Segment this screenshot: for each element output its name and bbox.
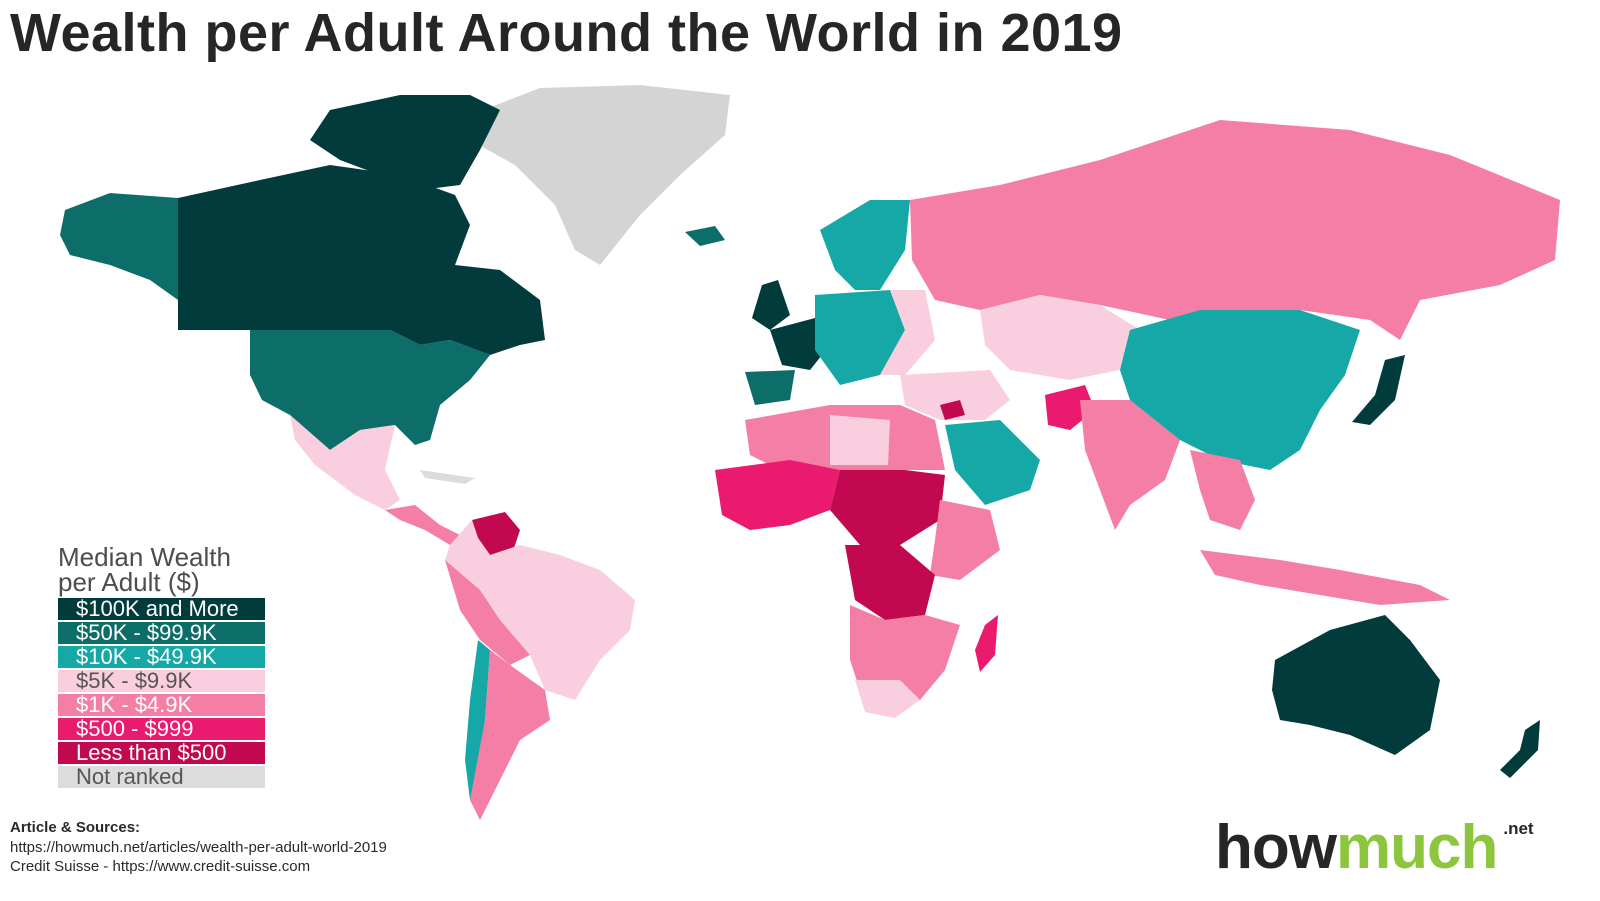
region-mexico [290,415,400,510]
region-congo [845,545,935,620]
brand-net: .net [1503,819,1534,838]
region-southeast-asia [1190,450,1255,530]
region-cuba [420,470,475,484]
region-peru-bolivia [445,560,530,665]
region-iceland [685,226,725,246]
region-alaska [60,193,178,300]
region-sahel [830,470,945,545]
brand-how: how [1215,813,1337,882]
legend-item: $100K and More [58,598,265,620]
region-madagascar [975,615,998,672]
region-greenland [470,85,730,265]
legend-title-line1: Median Wealth [58,542,231,572]
world-map [60,85,1560,820]
region-indonesia [1200,550,1450,605]
region-canada-arctic [310,95,500,190]
region-china [1120,310,1360,470]
legend-item: $10K - $49.9K [58,646,265,668]
region-chile [465,640,490,800]
region-russia [910,120,1560,340]
region-argentina [470,650,550,820]
brand-much: much [1335,813,1498,882]
legend: Median Wealth per Adult ($) $100K and Mo… [58,542,273,790]
region-middle-east [900,370,1010,420]
legend-item: $50K - $99.9K [58,622,265,644]
region-uk [752,280,790,330]
region-scandinavia [820,200,910,290]
legend-item: $1K - $4.9K [58,694,265,716]
region-eastern-europe [880,290,935,375]
region-west-africa [715,460,840,530]
region-japan [1352,355,1405,425]
region-central-europe [815,290,905,385]
legend-item: $500 - $999 [58,718,265,740]
sources-credit-link[interactable]: Credit Suisse - https://www.credit-suiss… [10,858,311,875]
sources-article-link[interactable]: https://howmuch.net/articles/wealth-per-… [10,838,387,856]
region-new-zealand [1500,720,1540,778]
legend-item: Not ranked [58,766,265,788]
region-canada [178,165,545,355]
region-brazil [480,545,635,700]
region-australia [1272,615,1440,755]
legend-title: Median Wealth per Adult ($) [58,542,273,597]
region-iberia [745,370,795,405]
sources-heading: Article & Sources: [10,819,141,836]
region-south-africa [855,680,920,718]
legend-item: $5K - $9.9K [58,670,265,692]
region-venezuela [472,512,520,560]
region-saudi [945,420,1040,505]
region-central-america [385,505,460,545]
region-central-asia [980,295,1140,380]
sources: Article & Sources: https://howmuch.net/a… [10,818,387,877]
region-usa [250,330,490,450]
region-india [1080,400,1180,530]
legend-items: $100K and More $50K - $99.9K $10K - $49.9K… [58,598,273,788]
brand-logo: howmuch .net [1215,812,1534,884]
region-syria [940,400,965,420]
map-title: Wealth per Adult Around the World in 201… [10,3,1123,63]
region-libya [830,415,890,465]
region-east-africa [930,500,1000,580]
legend-item: Less than $500 [58,742,265,764]
legend-title-line2: per Adult ($) [58,567,200,597]
